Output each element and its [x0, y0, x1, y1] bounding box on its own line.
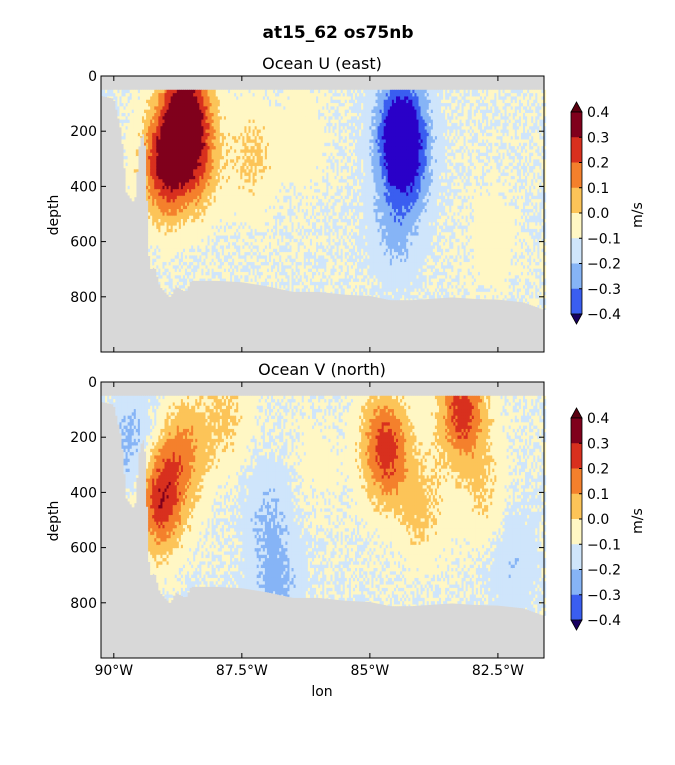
velocity-field [101, 90, 546, 310]
plot-area-u [101, 76, 546, 352]
field-cell [132, 199, 135, 201]
field-cell [134, 196, 137, 197]
field-cell [138, 143, 141, 147]
field-cell [136, 169, 139, 172]
panel-title-u: Ocean U (east) [262, 54, 382, 73]
field-cell [173, 289, 176, 290]
field-cell [171, 292, 174, 294]
field-cell [187, 285, 190, 286]
field-cell [185, 289, 188, 291]
field-cell [169, 295, 172, 297]
field-cell [140, 136, 143, 137]
figure-title: at15_62 os75nb [262, 23, 413, 43]
